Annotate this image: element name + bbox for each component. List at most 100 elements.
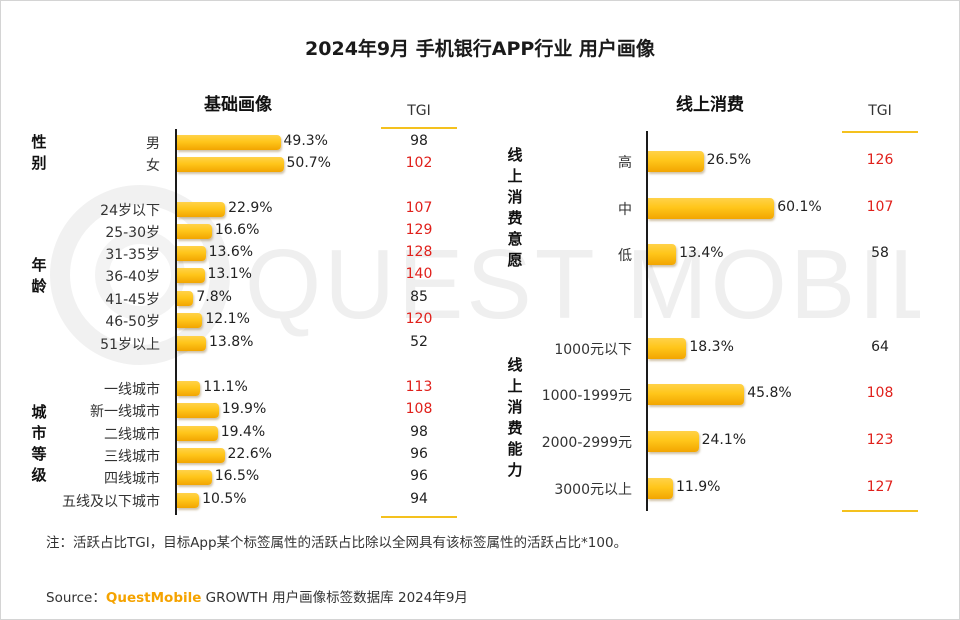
tgi-value: 94 bbox=[410, 491, 428, 507]
group-label-0-2: 城市等级 bbox=[31, 403, 47, 484]
bar bbox=[177, 267, 205, 283]
bar bbox=[177, 402, 219, 418]
tgi-header-left: TGI bbox=[407, 103, 431, 119]
data-label: 13.6% bbox=[208, 244, 254, 260]
tgi-value: 98 bbox=[410, 133, 428, 149]
data-label: 18.3% bbox=[689, 339, 734, 355]
tgi-value: 96 bbox=[410, 468, 428, 484]
category-label: 一线城市 bbox=[104, 382, 160, 398]
data-label: 11.9% bbox=[676, 479, 721, 495]
bar bbox=[177, 134, 281, 150]
bar bbox=[177, 425, 218, 441]
section-title-consumption: 线上消费 bbox=[676, 95, 744, 115]
tgi-value: 107 bbox=[866, 199, 894, 215]
tgi-value: 108 bbox=[405, 401, 433, 417]
tgi-value: 85 bbox=[410, 289, 428, 305]
bar bbox=[177, 223, 212, 239]
tgi-value: 120 bbox=[405, 311, 433, 327]
tgi-footer-line-right bbox=[842, 510, 918, 512]
category-label: 四线城市 bbox=[104, 471, 160, 487]
data-label: 22.9% bbox=[228, 200, 273, 216]
category-label: 2000-2999元 bbox=[541, 435, 632, 451]
data-label: 45.8% bbox=[747, 385, 792, 401]
bar bbox=[177, 290, 194, 306]
category-label: 高 bbox=[618, 155, 632, 171]
bar bbox=[648, 430, 699, 452]
data-label: 13.8% bbox=[209, 334, 254, 350]
category-label: 1000-1999元 bbox=[541, 388, 632, 404]
tgi-footer-line-left bbox=[381, 516, 457, 518]
tgi-value: 123 bbox=[866, 432, 894, 448]
source-brand: QuestMobile bbox=[105, 590, 202, 606]
footnote: 注：活跃占比TGI，目标App某个标签属性的活跃占比除以全网具有该标签属性的活跃… bbox=[46, 535, 628, 551]
data-label: 16.5% bbox=[214, 468, 260, 484]
tgi-value: 128 bbox=[405, 244, 433, 260]
bar bbox=[177, 447, 225, 463]
category-label: 五线及以下城市 bbox=[62, 494, 160, 510]
bar bbox=[648, 243, 677, 265]
data-label: 13.1% bbox=[207, 266, 252, 282]
bar bbox=[177, 380, 201, 396]
tgi-header-line-left bbox=[381, 127, 457, 129]
tgi-value: 102 bbox=[405, 155, 433, 171]
bar bbox=[648, 337, 687, 359]
group-label-1-1: 线上消费能力 bbox=[507, 356, 523, 479]
tgi-value: 107 bbox=[405, 200, 433, 216]
tgi-value: 98 bbox=[410, 424, 428, 440]
category-label: 36-40岁 bbox=[105, 269, 160, 285]
tgi-value: 129 bbox=[405, 222, 433, 238]
category-label: 25-30岁 bbox=[105, 225, 160, 241]
bar bbox=[648, 383, 745, 405]
data-label: 24.1% bbox=[701, 432, 747, 448]
watermark: QUEST MOBILE bbox=[50, 185, 920, 365]
tgi-value: 58 bbox=[871, 245, 889, 261]
group-label-0-1: 年龄 bbox=[31, 256, 47, 295]
bar bbox=[177, 312, 203, 328]
data-label: 10.5% bbox=[202, 491, 247, 507]
watermark-text: QUEST MOBILE bbox=[245, 229, 920, 339]
source-line: Source：QuestMobile GROWTH 用户画像标签数据库 2024… bbox=[46, 586, 468, 606]
tgi-value: 96 bbox=[410, 446, 428, 462]
axis-right bbox=[646, 131, 648, 511]
tgi-value: 126 bbox=[866, 152, 894, 168]
category-label: 46-50岁 bbox=[105, 314, 160, 330]
group-label-0-0: 性别 bbox=[31, 133, 47, 172]
bar bbox=[648, 197, 775, 219]
category-label: 新一线城市 bbox=[90, 404, 160, 420]
tgi-value: 64 bbox=[871, 339, 889, 355]
bar bbox=[177, 492, 200, 508]
data-label: 19.9% bbox=[221, 401, 267, 417]
tgi-header-line-right bbox=[842, 131, 918, 133]
bar bbox=[177, 201, 226, 217]
category-label: 低 bbox=[618, 248, 632, 264]
data-label: 19.4% bbox=[220, 424, 266, 440]
data-label: 11.1% bbox=[203, 379, 248, 395]
data-label: 22.6% bbox=[227, 446, 272, 462]
watermark-logo-ring bbox=[50, 185, 230, 365]
source-prefix: Source： bbox=[46, 590, 106, 606]
tgi-value: 127 bbox=[866, 479, 894, 495]
data-label: 60.1% bbox=[777, 199, 822, 215]
group-label-1-0: 线上消费意愿 bbox=[507, 146, 523, 269]
category-label: 二线城市 bbox=[104, 427, 160, 443]
tgi-value: 108 bbox=[866, 385, 894, 401]
bar bbox=[177, 469, 212, 485]
category-label: 51岁以上 bbox=[100, 337, 160, 353]
tgi-value: 52 bbox=[410, 334, 428, 350]
category-label: 男 bbox=[146, 136, 160, 152]
category-label: 3000元以上 bbox=[554, 482, 632, 498]
category-label: 1000元以下 bbox=[554, 342, 632, 358]
source-suffix: GROWTH 用户画像标签数据库 2024年9月 bbox=[201, 590, 468, 606]
bar bbox=[177, 156, 284, 172]
section-title-basic: 基础画像 bbox=[204, 95, 272, 115]
chart-title: 2024年9月 手机银行APP行业 用户画像 bbox=[305, 38, 655, 60]
data-label: 16.6% bbox=[214, 222, 260, 238]
category-label: 24岁以下 bbox=[100, 203, 160, 219]
data-label: 7.8% bbox=[196, 289, 232, 305]
bar bbox=[177, 245, 206, 261]
tgi-header-right: TGI bbox=[868, 103, 892, 119]
bar bbox=[177, 335, 206, 351]
data-label: 12.1% bbox=[205, 311, 250, 327]
tgi-value: 140 bbox=[405, 266, 433, 282]
data-label: 26.5% bbox=[706, 152, 752, 168]
